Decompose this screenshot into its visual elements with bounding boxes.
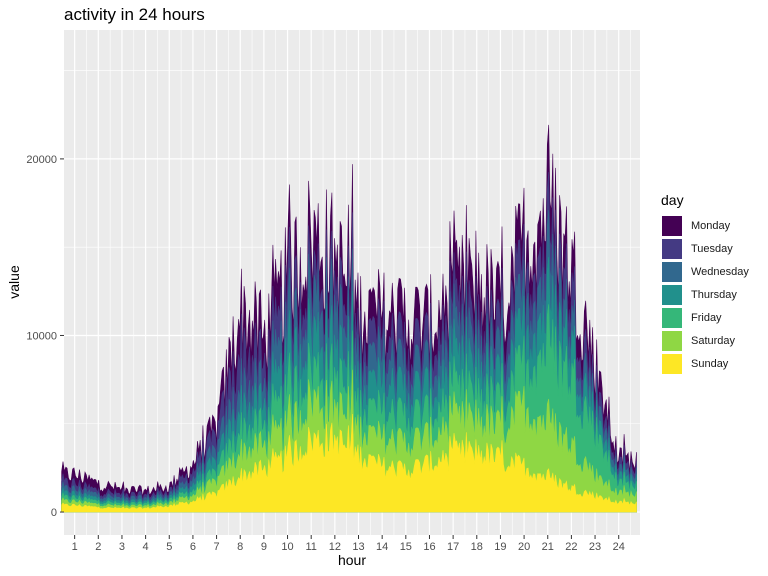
legend-swatch: [661, 214, 683, 237]
legend-label: Tuesday: [691, 242, 733, 255]
x-tick-label: 3: [119, 541, 125, 553]
y-axis-label: value: [6, 265, 22, 299]
legend-label: Thursday: [691, 288, 737, 301]
x-tick-label: 22: [565, 541, 577, 553]
legend-label: Wednesday: [691, 265, 749, 278]
legend-label: Monday: [691, 219, 731, 232]
legend-item-tuesday: Tuesday: [661, 237, 749, 260]
legend-swatch: [661, 329, 683, 352]
x-tick-label: 24: [613, 541, 625, 553]
legend-swatch: [661, 283, 683, 306]
x-tick-label: 16: [423, 541, 435, 553]
legend-swatch: [661, 260, 683, 283]
x-tick-label: 5: [166, 541, 172, 553]
legend-title: day: [661, 192, 684, 208]
x-tick-label: 12: [329, 541, 341, 553]
legend-swatch: [661, 352, 683, 375]
legend-item-friday: Friday: [661, 306, 749, 329]
x-tick-label: 11: [305, 541, 316, 553]
legend-swatch: [661, 306, 683, 329]
legend-item-sunday: Sunday: [661, 352, 749, 375]
x-tick-label: 20: [518, 541, 530, 553]
x-tick-label: 13: [352, 541, 364, 553]
x-tick-label: 21: [542, 541, 554, 553]
x-tick-label: 23: [589, 541, 601, 553]
x-tick-label: 7: [214, 541, 220, 553]
legend-label: Sunday: [691, 357, 729, 370]
x-tick-label: 1: [72, 541, 78, 553]
x-axis-label: hour: [337, 552, 367, 568]
x-tick-label: 15: [400, 541, 412, 553]
legend-item-saturday: Saturday: [661, 329, 749, 352]
series-area-sunday: [61, 413, 637, 513]
x-tick-label: 14: [376, 541, 388, 553]
x-tick-label: 19: [494, 541, 506, 553]
x-tick-label: 10: [281, 541, 293, 553]
legend-item-monday: Monday: [661, 214, 749, 237]
legend-item-wednesday: Wednesday: [661, 260, 749, 283]
x-tick-label: 9: [261, 541, 267, 553]
chart-title: activity in 24 hours: [64, 5, 205, 24]
legend-label: Saturday: [691, 334, 736, 347]
x-tick-label: 2: [95, 541, 101, 553]
x-tick-label: 18: [471, 541, 483, 553]
legend-label: Friday: [691, 311, 722, 324]
legend: day Monday Tuesday Wednesday Thursday Friday…: [661, 192, 749, 375]
y-tick-label: 0: [51, 507, 57, 519]
x-tick-label: 17: [447, 541, 459, 553]
legend-swatch: [661, 237, 683, 260]
x-tick-label: 4: [143, 541, 149, 553]
x-tick-label: 6: [190, 541, 196, 553]
legend-items: Monday Tuesday Wednesday Thursday Friday Satu…: [661, 214, 749, 375]
y-tick-label: 20000: [26, 154, 57, 166]
legend-item-thursday: Thursday: [661, 283, 749, 306]
x-tick-label: 8: [237, 541, 243, 553]
y-tick-label: 10000: [26, 330, 57, 342]
series-areas: [61, 124, 637, 513]
